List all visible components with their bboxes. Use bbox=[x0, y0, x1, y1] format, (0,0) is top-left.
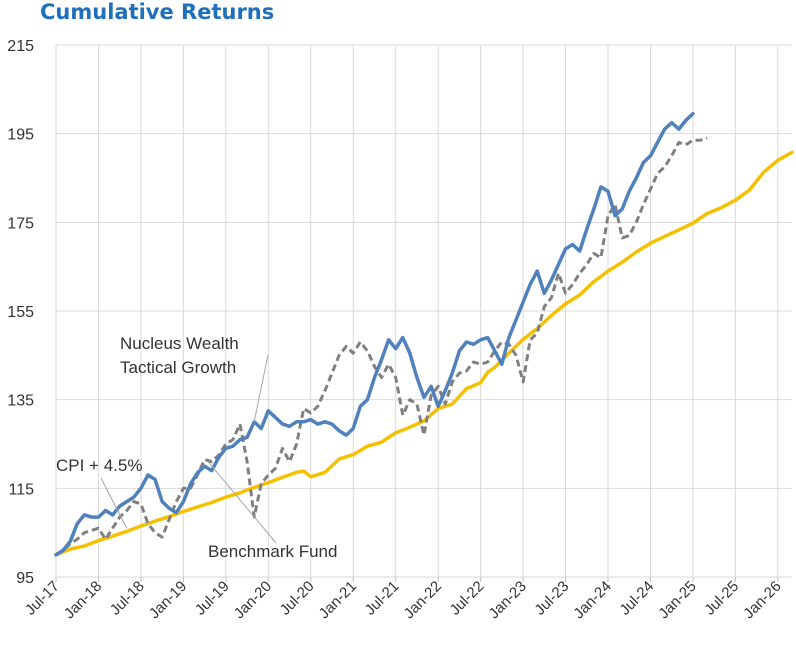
x-tick-label: Jul-19 bbox=[192, 578, 233, 619]
y-tick-label: 155 bbox=[7, 304, 34, 321]
y-tick-label: 95 bbox=[16, 570, 34, 587]
x-tick-label: Jul-23 bbox=[531, 578, 572, 619]
annotation-leader-line bbox=[207, 461, 277, 544]
x-tick-label: Jan-24 bbox=[570, 578, 614, 622]
x-tick-label: Jul-18 bbox=[107, 578, 148, 619]
y-tick-label: 195 bbox=[7, 127, 34, 144]
x-tick-label: Jul-20 bbox=[277, 578, 318, 619]
annotation-leader-line bbox=[100, 477, 128, 529]
x-tick-label: Jul-22 bbox=[447, 578, 488, 619]
x-tick-label: Jan-25 bbox=[655, 578, 699, 622]
x-tick-label: Jan-19 bbox=[146, 578, 190, 622]
series-line-cpi-4-5 bbox=[54, 150, 794, 557]
x-tick-label: Jul-24 bbox=[616, 578, 657, 619]
annotation-label: Nucleus Wealth bbox=[120, 334, 239, 353]
series-line-benchmark-fund bbox=[55, 136, 708, 557]
x-tick-label: Jan-22 bbox=[401, 578, 445, 622]
series-line-nucleus-wealth-tactical-growth bbox=[54, 111, 695, 557]
x-tick-label: Jul-25 bbox=[701, 578, 742, 619]
chart-title: Cumulative Returns bbox=[40, 0, 275, 24]
x-tick-label: Jan-20 bbox=[231, 578, 275, 622]
y-tick-label: 135 bbox=[7, 393, 34, 410]
annotation-label: Benchmark Fund bbox=[208, 542, 337, 561]
y-tick-label: 175 bbox=[7, 215, 34, 232]
x-tick-label: Jan-18 bbox=[61, 578, 105, 622]
y-tick-label: 215 bbox=[7, 38, 34, 55]
x-tick-label: Jan-23 bbox=[485, 578, 529, 622]
annotation-label: Tactical Growth bbox=[120, 358, 236, 377]
x-tick-label: Jan-26 bbox=[740, 578, 784, 622]
annotation-label: CPI + 4.5% bbox=[56, 456, 142, 475]
x-tick-label: Jan-21 bbox=[316, 578, 360, 622]
x-tick-label: Jul-21 bbox=[362, 578, 403, 619]
annotation-leader-line bbox=[253, 354, 269, 422]
y-tick-label: 115 bbox=[8, 481, 34, 498]
